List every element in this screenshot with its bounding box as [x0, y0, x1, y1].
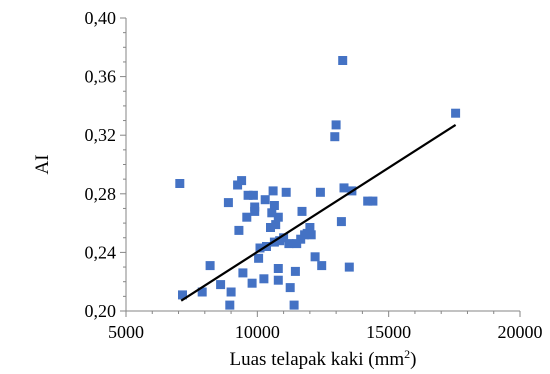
data-point: [247, 278, 257, 288]
x-axis-title: Luas telapak kaki (mm2): [230, 347, 417, 370]
data-point: [226, 287, 236, 297]
data-point: [310, 252, 320, 262]
x-axis-title-tail: ): [410, 349, 416, 370]
data-point: [268, 186, 278, 196]
trendline-group: [180, 123, 457, 302]
x-tick-label: 20000: [498, 322, 543, 342]
data-point: [273, 212, 283, 222]
trendline: [180, 123, 457, 302]
x-tick-label: 5000: [108, 322, 144, 342]
data-point: [238, 268, 248, 278]
data-point: [269, 201, 279, 210]
data-point: [317, 261, 327, 271]
data-point: [336, 217, 346, 227]
data-point: [290, 266, 300, 276]
y-tick-label: 0,40: [85, 8, 117, 28]
y-tick-label: 0,20: [85, 301, 117, 321]
data-point: [284, 239, 294, 249]
data-point: [242, 212, 252, 222]
data-point: [273, 275, 283, 285]
axes: [120, 17, 521, 317]
data-point: [339, 183, 349, 193]
tick-labels: 0,20 0,24 0,28 0,32 0,36 0,40 5000 10000 15000 20…: [85, 8, 543, 342]
data-point: [281, 187, 291, 197]
data-point: [237, 176, 247, 186]
data-point: [331, 120, 341, 130]
x-axis-title-text: Luas telapak kaki (mm: [230, 349, 405, 370]
data-point: [254, 253, 264, 263]
data-point: [330, 132, 340, 142]
data-point: [285, 283, 295, 293]
data-point: [243, 190, 253, 200]
data-point: [259, 274, 269, 284]
data-point: [178, 290, 187, 300]
data-point: [197, 287, 207, 297]
data-point: [363, 196, 373, 206]
x-tick-label: 10000: [235, 322, 280, 342]
data-point: [273, 264, 283, 273]
y-axis-title: AI: [32, 154, 53, 174]
data-point: [306, 230, 316, 240]
data-point: [255, 243, 265, 253]
y-tick-label: 0,32: [85, 125, 117, 145]
data-point: [175, 179, 185, 188]
data-point: [289, 300, 299, 310]
data-point: [267, 208, 277, 218]
data-point: [344, 262, 354, 272]
data-point: [216, 280, 226, 290]
data-point: [271, 220, 281, 230]
data-point: [250, 202, 260, 212]
data-point: [260, 195, 270, 205]
data-point: [223, 198, 233, 208]
data-point: [266, 223, 275, 232]
y-tick-label: 0,28: [85, 184, 117, 204]
y-tick-label: 0,24: [85, 242, 117, 262]
data-point: [225, 300, 235, 310]
y-tick-label: 0,36: [85, 67, 117, 87]
data-point: [338, 56, 348, 65]
data-point: [248, 190, 258, 200]
x-tick-label: 15000: [366, 322, 411, 342]
data-point: [451, 108, 461, 118]
data-point: [234, 225, 244, 235]
data-point: [305, 223, 315, 232]
data-point: [368, 196, 378, 206]
data-point: [297, 206, 307, 216]
data-point: [279, 233, 289, 243]
data-point: [205, 261, 215, 271]
x-axis-title-superscript: 2: [404, 347, 410, 361]
data-point: [315, 187, 325, 197]
data-points: [175, 56, 461, 310]
